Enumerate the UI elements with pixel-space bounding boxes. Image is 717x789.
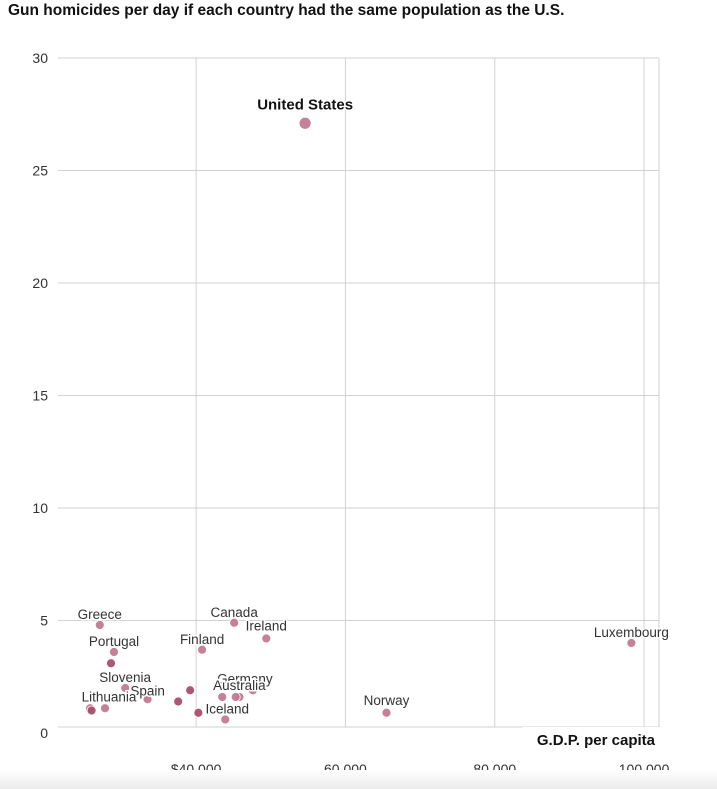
y-tick-label: 10 bbox=[32, 500, 48, 516]
data-points bbox=[85, 116, 637, 725]
chart-title: Gun homicides per day if each country ha… bbox=[8, 2, 565, 19]
point-label: Ireland bbox=[246, 619, 287, 634]
y-tick-label: 15 bbox=[32, 388, 48, 404]
point-canada bbox=[229, 617, 240, 628]
point-portugal bbox=[109, 647, 119, 657]
point-spain bbox=[142, 694, 153, 705]
point-label: Luxembourg bbox=[594, 625, 669, 640]
point-germany bbox=[247, 685, 258, 696]
point-luxembourg bbox=[626, 638, 637, 648]
point-label: Finland bbox=[180, 632, 224, 647]
point-slovenia bbox=[120, 683, 131, 693]
y-tick-label: 0 bbox=[40, 725, 48, 741]
point-ireland bbox=[261, 633, 272, 644]
point-label: Slovenia bbox=[99, 670, 151, 685]
point-unlabeled bbox=[106, 658, 116, 669]
point-label: Germany bbox=[217, 671, 273, 686]
y-tick-label: 30 bbox=[32, 50, 48, 66]
bottom-strip bbox=[0, 770, 717, 789]
point-label: Australia bbox=[213, 678, 266, 693]
point-label: Canada bbox=[211, 605, 259, 620]
point-unlabeled bbox=[185, 685, 196, 696]
point-united-states bbox=[298, 116, 312, 130]
point-label: Spain bbox=[130, 683, 165, 698]
point-unlabeled bbox=[193, 707, 204, 718]
grid-lines bbox=[58, 57, 660, 728]
point-lithuania bbox=[100, 703, 110, 714]
y-tick-label: 25 bbox=[32, 163, 48, 179]
point-label: Lithuania bbox=[82, 689, 137, 704]
point-label: United States bbox=[257, 96, 353, 113]
point-finland bbox=[197, 644, 207, 655]
point-unlabeled bbox=[230, 692, 241, 702]
point-labels: United States Greece Portugal CanadaIreland… bbox=[76, 95, 670, 718]
point-unlabeled bbox=[217, 692, 228, 702]
point-unlabeled bbox=[173, 696, 184, 707]
point-label: Portugal bbox=[89, 634, 139, 649]
x-axis-label-background bbox=[522, 727, 662, 751]
point-greece bbox=[94, 620, 105, 630]
point-norway bbox=[381, 707, 392, 718]
x-axis-label: G.D.P. per capita bbox=[537, 732, 656, 749]
point-unlabeled bbox=[86, 705, 97, 716]
point-iceland bbox=[220, 714, 231, 725]
y-tick-label: 5 bbox=[40, 613, 48, 629]
point-label: Iceland bbox=[205, 702, 249, 717]
y-tick-label: 20 bbox=[32, 275, 48, 291]
point-label: Norway bbox=[364, 693, 410, 708]
point-label: Greece bbox=[78, 607, 122, 622]
